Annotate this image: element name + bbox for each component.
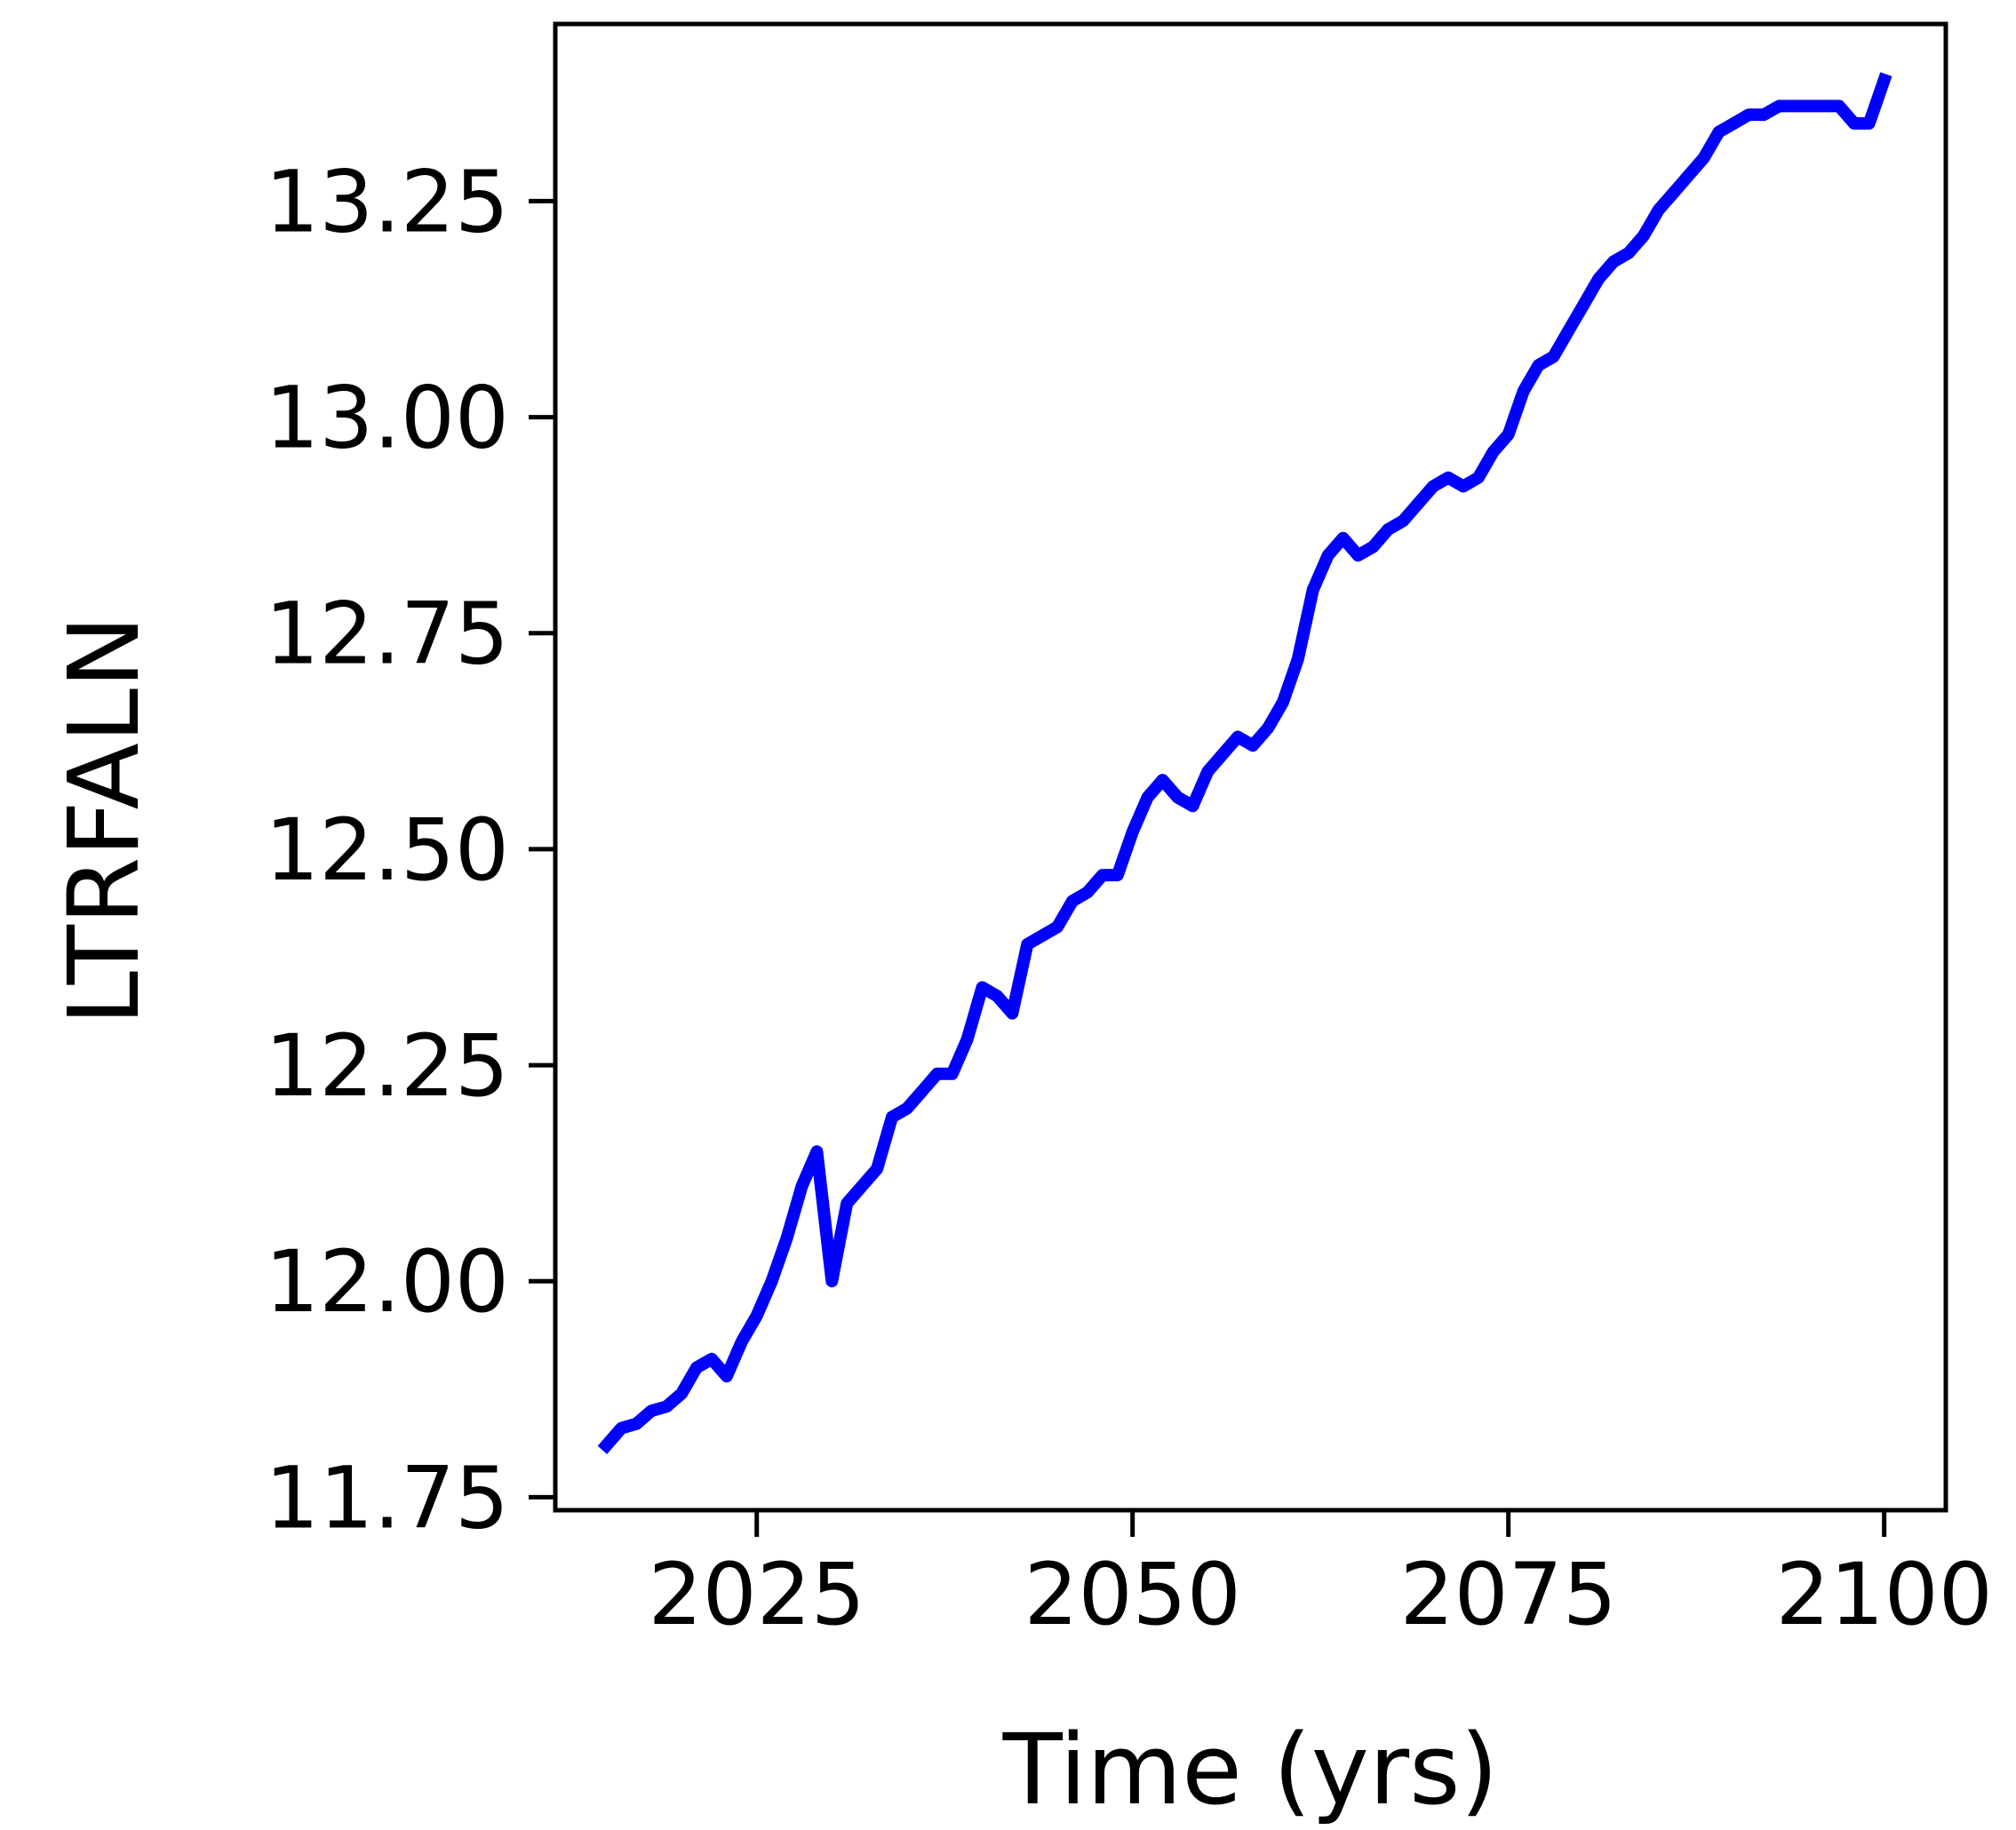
x-tick-label: 2100	[1775, 1545, 1992, 1644]
series-line-0	[597, 72, 1892, 1454]
y-tick-label: 13.00	[265, 369, 509, 468]
series-layer	[597, 72, 1892, 1454]
plot-frame	[553, 21, 1948, 1513]
y-tick-label: 12.25	[265, 1016, 509, 1116]
x-axis: 2025 2050 2075 2100	[649, 1510, 1993, 1644]
x-tick-label: 2025	[649, 1545, 865, 1644]
x-tick-label: 2050	[1024, 1545, 1241, 1644]
y-axis: 11.75 12.00 12.25 12.50 12.75 13.00 13.25	[265, 152, 555, 1548]
y-tick-label: 12.75	[265, 585, 509, 684]
y-axis-label: LTRFALN	[47, 616, 161, 1026]
y-tick-label: 13.25	[265, 152, 509, 251]
y-tick-label: 12.50	[265, 800, 509, 900]
x-tick-label: 2075	[1400, 1545, 1617, 1644]
y-tick-label: 11.75	[265, 1448, 509, 1548]
y-tick-label: 12.00	[265, 1232, 509, 1332]
x-axis-label: Time (yrs)	[1002, 1713, 1499, 1826]
